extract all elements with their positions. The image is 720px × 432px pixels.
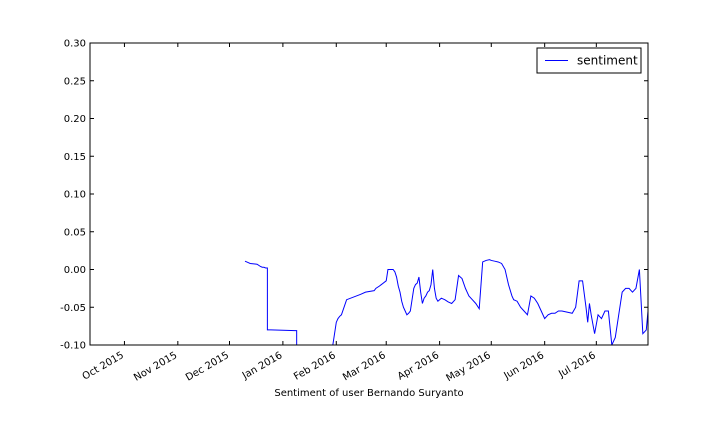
x-axis-label: Sentiment of user Bernando Suryanto <box>274 388 463 399</box>
y-tick-label: 0.15 <box>64 152 86 163</box>
y-tick-label: 0.30 <box>64 39 86 50</box>
y-tick-label: -0.10 <box>60 341 86 352</box>
y-tick-label: 0.25 <box>64 76 86 87</box>
series-line-sentiment <box>244 259 648 345</box>
series-layer <box>244 259 648 345</box>
y-tick-label: 0.05 <box>64 227 86 238</box>
y-tick-label: 0.20 <box>64 114 86 125</box>
legend-label-sentiment: sentiment <box>577 54 638 68</box>
y-tick-label: 0.00 <box>64 265 86 276</box>
y-axis: -0.10 -0.05 0.00 0.05 0.10 0.15 0.20 0.25 0.30 <box>60 39 648 352</box>
legend: sentiment <box>536 47 642 74</box>
y-tick-label: 0.10 <box>64 190 86 201</box>
y-tick-label: -0.05 <box>60 303 86 314</box>
